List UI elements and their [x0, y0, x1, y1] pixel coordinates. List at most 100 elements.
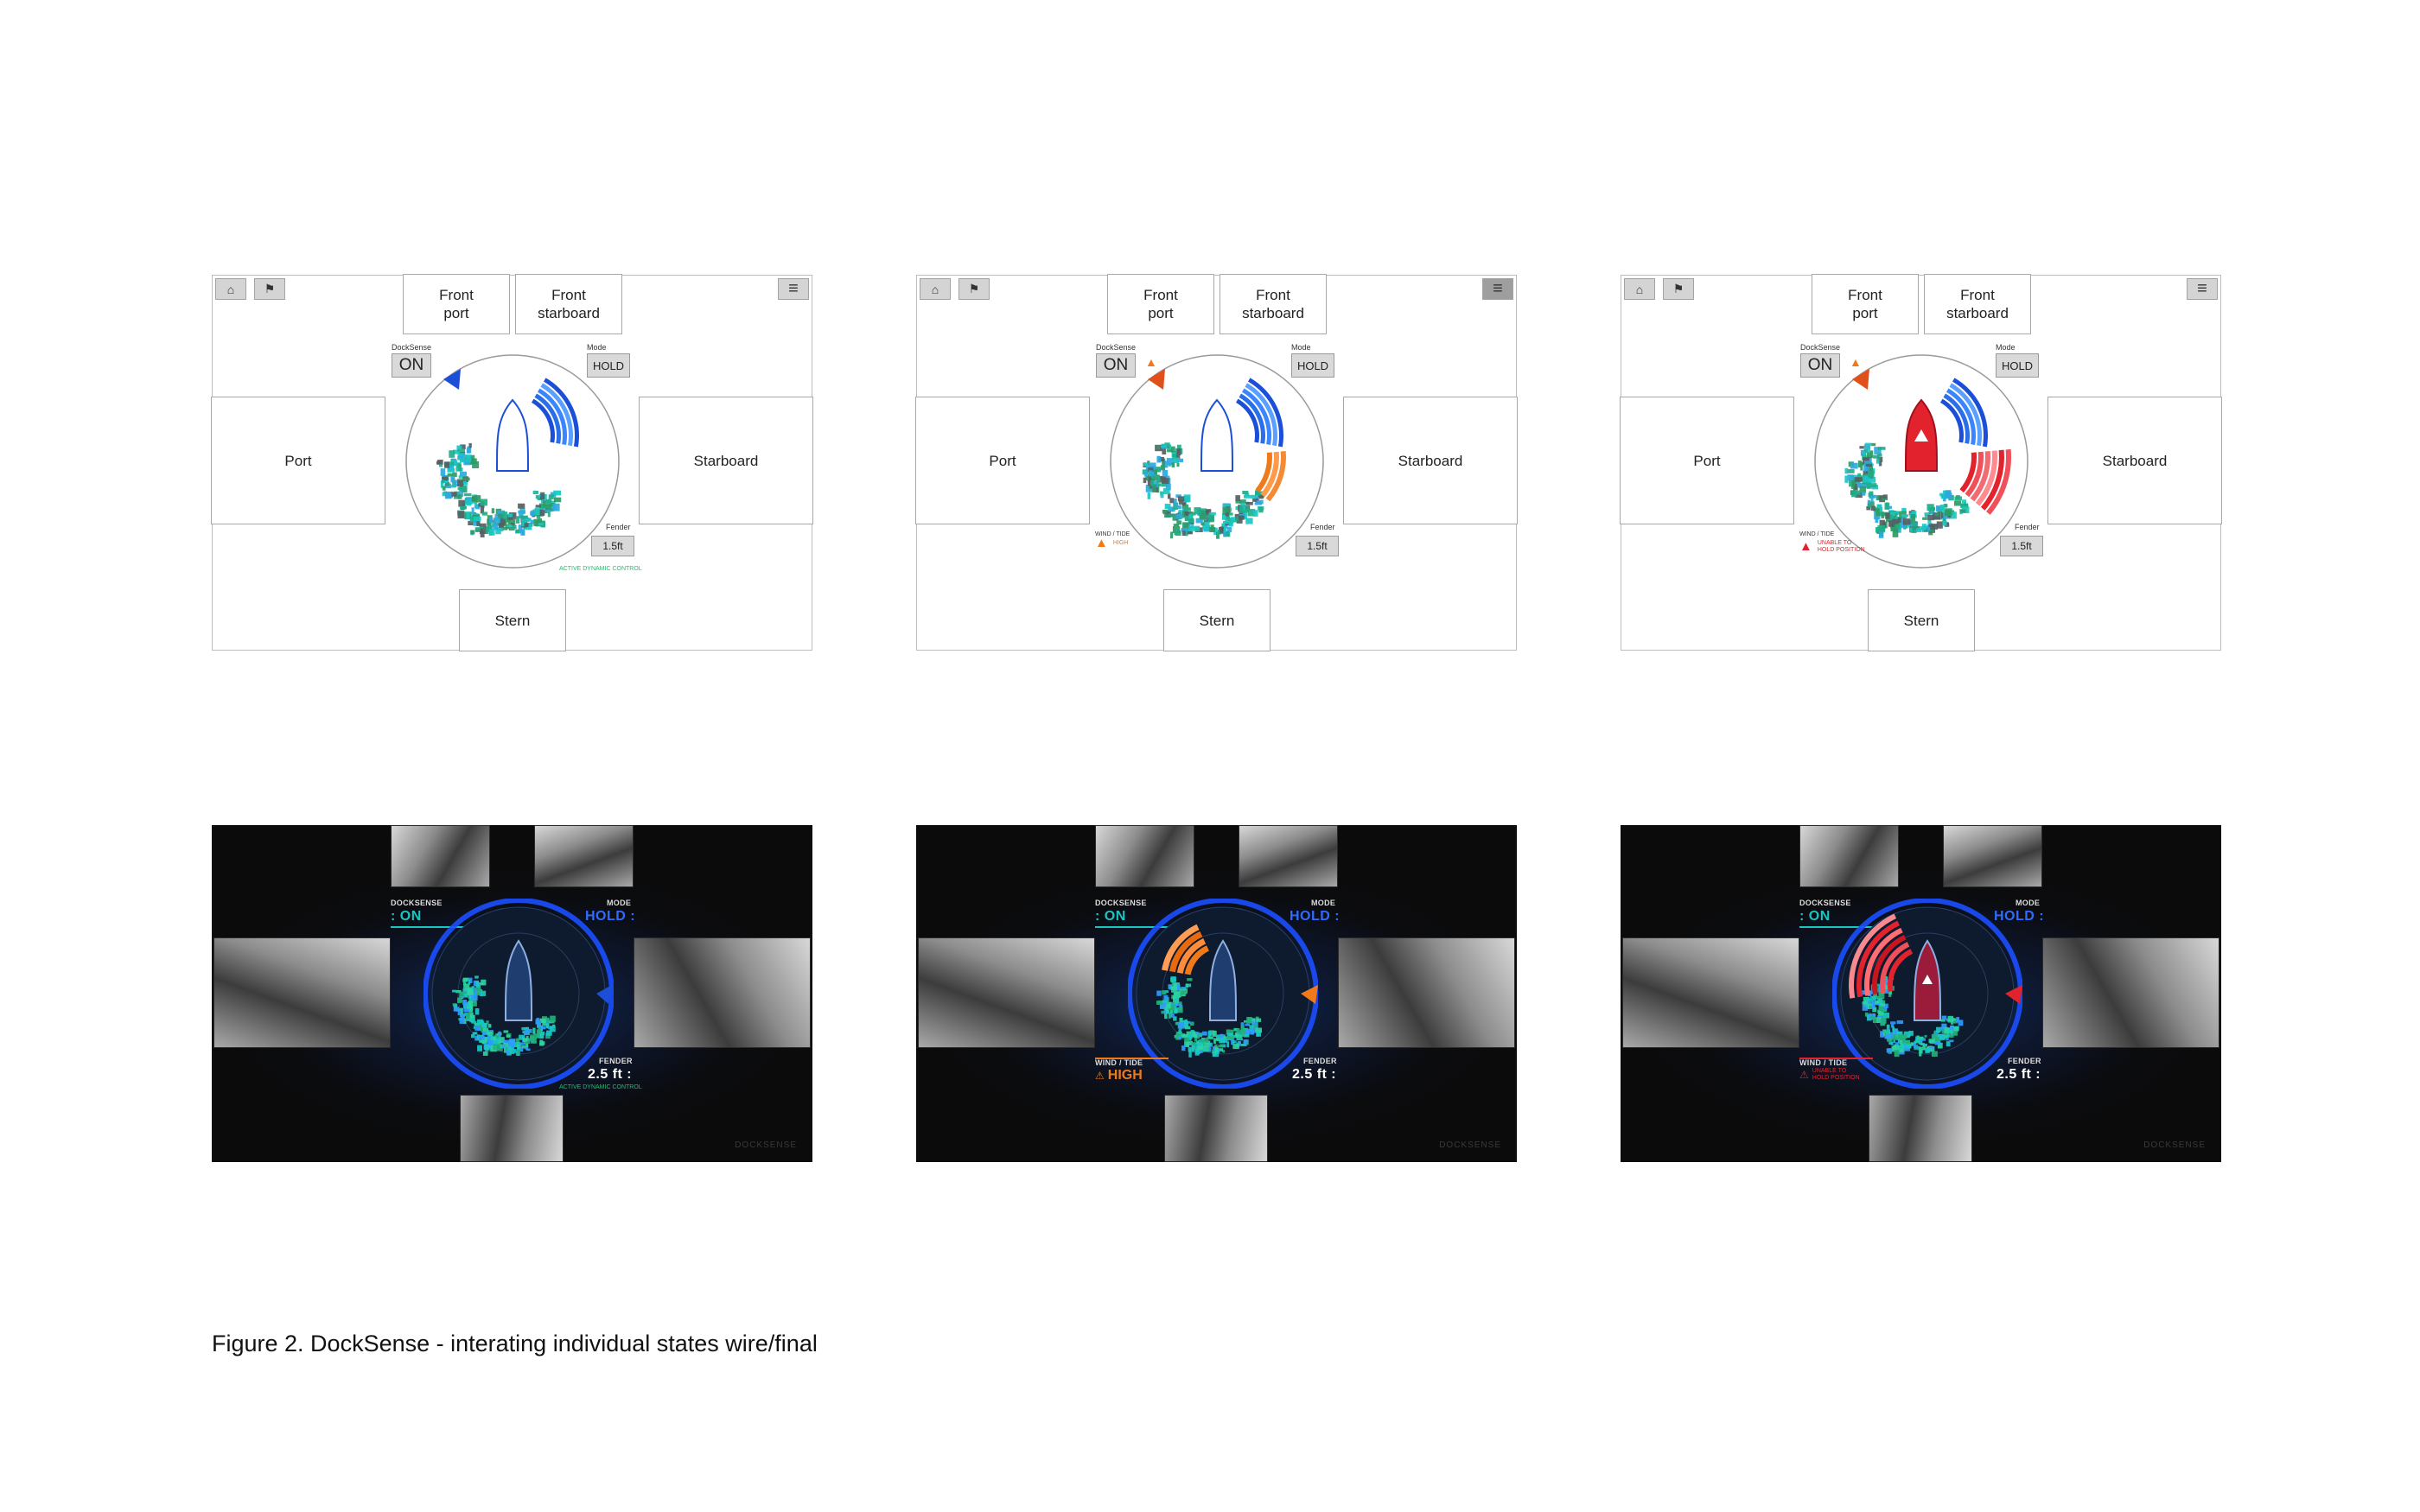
camera-front-port[interactable] — [391, 825, 490, 887]
docksense-value: ON — [398, 356, 424, 374]
docksense-label: DOCKSENSE — [1095, 899, 1147, 907]
camera-front-starboard[interactable]: Front starboard — [1220, 274, 1327, 334]
docksense-label: DockSense — [1800, 343, 1841, 352]
docksense-toggle[interactable]: ON — [392, 353, 431, 378]
camera-stern[interactable] — [1869, 1095, 1972, 1162]
docksense-label: DockSense — [1096, 343, 1137, 352]
camera-front-starboard[interactable] — [1239, 825, 1338, 887]
camera-starboard[interactable] — [1338, 937, 1515, 1048]
flag-button[interactable]: ⚑ — [1663, 278, 1694, 300]
docksense-value[interactable]: : ON — [391, 909, 422, 924]
flag-icon: ⚑ — [968, 282, 980, 295]
camera-starboard[interactable] — [2042, 937, 2219, 1048]
docksense-toggle[interactable]: ON — [1096, 353, 1136, 378]
sonar-point-cloud — [436, 442, 562, 538]
wind-tide-status: ▲ HIGH — [1095, 537, 1129, 550]
camera-front-starboard[interactable] — [1943, 825, 2042, 887]
flag-button[interactable]: ⚑ — [958, 278, 990, 300]
menu-button[interactable]: ≡ — [778, 278, 809, 300]
camera-port[interactable]: Port — [211, 397, 385, 524]
mode-button[interactable]: HOLD — [1996, 353, 2039, 378]
docksense-value[interactable]: : ON — [1799, 909, 1831, 924]
camera-port[interactable]: Port — [915, 397, 1090, 524]
wind-tide-underline — [1799, 1058, 1873, 1059]
docksense-underline — [1799, 926, 1873, 928]
home-button[interactable]: ⌂ — [1624, 278, 1655, 300]
camera-front-starboard[interactable]: Front starboard — [515, 274, 622, 334]
camera-port-label: Port — [284, 452, 312, 469]
docksense-label: DOCKSENSE — [391, 899, 443, 907]
warning-triangle-icon: ▲ — [1145, 355, 1157, 369]
camera-stern[interactable]: Stern — [1868, 589, 1975, 651]
wireframe-panel-2: ⌂ ⚑ ≡ Front port Front starboard Port Starboar… — [915, 274, 1518, 651]
camera-front-port[interactable] — [1095, 825, 1194, 887]
wind-tide-status: ⚠ HIGH — [1095, 1068, 1143, 1083]
camera-stern[interactable]: Stern — [1163, 589, 1270, 651]
camera-starboard-label: Starboard — [693, 452, 759, 469]
warning-triangle-icon: ▲ — [1850, 355, 1862, 369]
camera-starboard[interactable]: Starboard — [1343, 397, 1518, 524]
camera-stern[interactable] — [1164, 1095, 1268, 1162]
fender-label: FENDER — [2008, 1057, 2041, 1065]
camera-port[interactable] — [213, 937, 391, 1048]
fender-button[interactable]: 1.5ft — [2000, 536, 2043, 556]
docksense-value: ON — [1103, 356, 1129, 374]
brand-watermark: DOCKSENSE — [2143, 1140, 2206, 1150]
sonar-point-cloud — [451, 975, 556, 1057]
camera-port[interactable] — [1622, 937, 1799, 1048]
docksense-underline — [1095, 926, 1169, 928]
wind-tide-label: WIND / TIDE — [1095, 531, 1130, 537]
menu-button[interactable]: ≡ — [1482, 278, 1513, 300]
fender-button[interactable]: 1.5ft — [1296, 536, 1339, 556]
vessel-icon — [1208, 939, 1238, 1021]
warning-triangle-icon — [1922, 975, 1933, 984]
camera-front-starboard[interactable]: Front starboard — [1924, 274, 2031, 334]
camera-front-port[interactable] — [1799, 825, 1899, 887]
camera-starboard[interactable] — [634, 937, 811, 1048]
wind-tide-value: HIGH — [1112, 540, 1129, 546]
radar-display — [1128, 899, 1318, 1089]
fender-value[interactable]: 2.5 ft : — [1292, 1067, 1337, 1082]
wind-tide-underline — [1095, 1058, 1169, 1059]
warning-triangle-icon — [1914, 429, 1928, 442]
docksense-value[interactable]: : ON — [1095, 909, 1126, 924]
mode-label: MODE — [607, 899, 632, 907]
fender-label: Fender — [1310, 523, 1335, 531]
camera-stern[interactable] — [460, 1095, 564, 1162]
camera-stern[interactable]: Stern — [459, 589, 566, 651]
home-button[interactable]: ⌂ — [920, 278, 951, 300]
fender-value[interactable]: 2.5 ft : — [588, 1067, 633, 1082]
mode-value[interactable]: HOLD : — [585, 909, 636, 924]
camera-starboard[interactable]: Starboard — [2047, 397, 2222, 524]
camera-port-label: Port — [989, 452, 1016, 469]
mode-button[interactable]: HOLD — [1291, 353, 1334, 378]
camera-front-port[interactable]: Front port — [1107, 274, 1214, 334]
flag-icon: ⚑ — [264, 282, 276, 295]
vessel-icon — [1200, 398, 1234, 472]
menu-button[interactable]: ≡ — [2187, 278, 2218, 300]
final-panel-1: DOCKSENSE: ON MODE HOLD : FENDER 2.5 ft : DOC… — [212, 825, 812, 1162]
camera-port[interactable] — [918, 937, 1095, 1048]
menu-icon: ≡ — [2197, 279, 2207, 298]
camera-port[interactable]: Port — [1620, 397, 1794, 524]
mode-button[interactable]: HOLD — [587, 353, 630, 378]
docksense-label: DockSense — [392, 343, 432, 352]
wireframe-panel-3: ⌂ ⚑ ≡ Front port Front starboard Port Starboar… — [1620, 274, 2222, 651]
camera-front-port[interactable]: Front port — [1812, 274, 1919, 334]
camera-front-port[interactable]: Front port — [403, 274, 510, 334]
docksense-toggle[interactable]: ON — [1800, 353, 1840, 378]
mode-value[interactable]: HOLD : — [1994, 909, 2045, 924]
home-button[interactable]: ⌂ — [215, 278, 246, 300]
camera-front-starboard-label: Front starboard — [538, 287, 600, 321]
camera-stern-label: Stern — [1199, 612, 1235, 629]
mode-label: Mode — [1291, 343, 1311, 352]
fender-label: FENDER — [1303, 1057, 1337, 1065]
mode-value[interactable]: HOLD : — [1290, 909, 1341, 924]
camera-front-starboard[interactable] — [534, 825, 634, 887]
camera-starboard[interactable]: Starboard — [639, 397, 813, 524]
mode-value: HOLD — [2001, 359, 2034, 372]
fender-value[interactable]: 2.5 ft : — [1996, 1067, 2041, 1082]
flag-button[interactable]: ⚑ — [254, 278, 285, 300]
brand-watermark: DOCKSENSE — [735, 1140, 797, 1150]
fender-button[interactable]: 1.5ft — [591, 536, 634, 556]
